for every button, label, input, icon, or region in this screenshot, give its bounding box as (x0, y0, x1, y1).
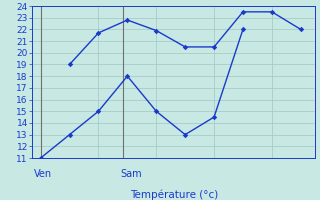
Text: Température (°c): Température (°c) (130, 190, 219, 200)
Text: Ven: Ven (34, 169, 52, 179)
Text: Sam: Sam (120, 169, 142, 179)
